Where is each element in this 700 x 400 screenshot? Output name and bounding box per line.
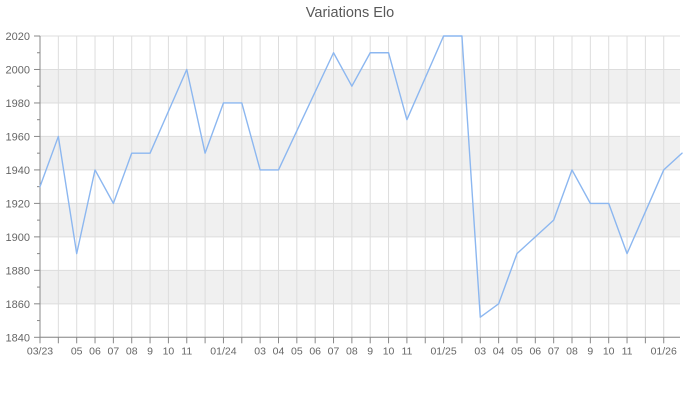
svg-text:1900: 1900 [6,232,30,244]
svg-text:03/23: 03/23 [27,345,53,357]
svg-text:06: 06 [89,345,101,357]
svg-text:11: 11 [181,345,192,357]
svg-text:10: 10 [383,345,395,357]
svg-text:1920: 1920 [6,198,30,210]
svg-text:06: 06 [309,345,321,357]
svg-text:04: 04 [493,345,505,357]
svg-text:10: 10 [163,345,175,357]
svg-text:03: 03 [254,345,266,357]
svg-text:1940: 1940 [6,165,30,177]
svg-text:01/25: 01/25 [430,345,456,357]
svg-text:1860: 1860 [6,299,30,311]
svg-text:06: 06 [529,345,541,357]
svg-text:07: 07 [548,345,560,357]
svg-text:10: 10 [603,345,615,357]
svg-text:08: 08 [566,345,578,357]
svg-text:2020: 2020 [6,31,30,43]
svg-text:1980: 1980 [6,98,30,110]
svg-text:08: 08 [346,345,358,357]
svg-text:05: 05 [71,345,83,357]
svg-text:9: 9 [587,345,593,357]
svg-text:01/26: 01/26 [651,345,677,357]
svg-text:9: 9 [367,345,373,357]
svg-text:1840: 1840 [6,332,30,344]
svg-text:1960: 1960 [6,131,30,143]
svg-text:1880: 1880 [6,265,30,277]
svg-text:04: 04 [273,345,285,357]
svg-text:11: 11 [622,345,633,357]
svg-text:05: 05 [291,345,303,357]
svg-text:9: 9 [147,345,153,357]
svg-text:2000: 2000 [6,64,30,76]
svg-text:11: 11 [401,345,412,357]
svg-text:01/24: 01/24 [210,345,236,357]
svg-text:07: 07 [328,345,340,357]
svg-text:08: 08 [126,345,138,357]
svg-text:03: 03 [474,345,486,357]
svg-text:05: 05 [511,345,523,357]
svg-text:07: 07 [108,345,120,357]
